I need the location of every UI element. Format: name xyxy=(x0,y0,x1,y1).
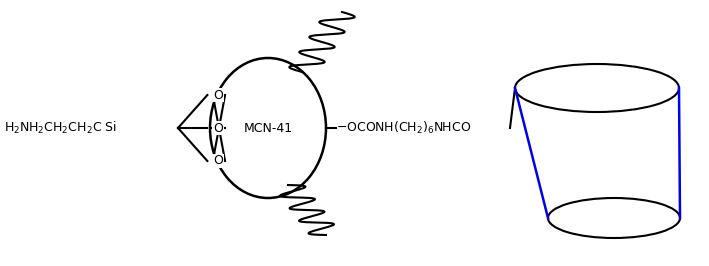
Text: O: O xyxy=(213,155,223,168)
Text: $-$OCONH(CH$_2$)$_6$NHCO: $-$OCONH(CH$_2$)$_6$NHCO xyxy=(336,120,471,136)
Text: O: O xyxy=(213,122,223,135)
Text: O: O xyxy=(213,89,223,102)
Text: H$_2$NH$_2$CH$_2$CH$_2$C Si: H$_2$NH$_2$CH$_2$CH$_2$C Si xyxy=(4,120,116,136)
Text: MCN-41: MCN-41 xyxy=(243,122,293,135)
